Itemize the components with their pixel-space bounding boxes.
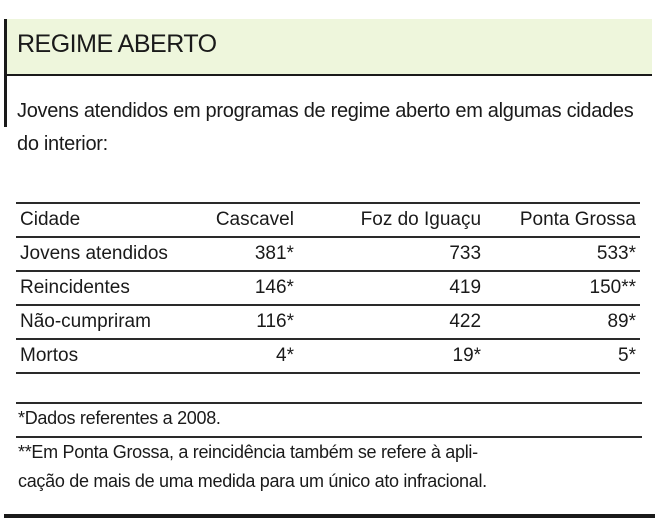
cell: 146* [191, 270, 298, 305]
table-header-row: Cidade Cascavel Foz do Iguaçu Ponta Gros… [16, 202, 640, 237]
intro-text: Jovens atendidos em programas de regime … [17, 100, 634, 155]
title-divider [7, 74, 652, 76]
cell: 4* [191, 338, 298, 374]
column-header: Cascavel [191, 202, 298, 237]
footnote-2-line-1: **Em Ponta Grossa, a reincidência também… [18, 442, 478, 462]
footnote-2-line-2: cação de mais de uma medida para um únic… [18, 471, 487, 491]
cell: 422 [297, 304, 486, 339]
footnote-2: **Em Ponta Grossa, a reincidência também… [16, 436, 642, 496]
column-header: Ponta Grossa [485, 202, 640, 237]
row-label: Reincidentes [16, 270, 192, 305]
bottom-divider [4, 514, 655, 518]
cell: 116* [191, 304, 298, 339]
cell: 150** [485, 270, 640, 305]
cell: 5* [485, 338, 640, 374]
table-row: Reincidentes 146* 419 150** [16, 270, 640, 305]
cell: 533* [485, 236, 640, 271]
cell: 733 [297, 236, 486, 271]
left-accent-bar [4, 19, 7, 127]
row-label: Mortos [16, 338, 192, 374]
row-label: Não-cumpriram [16, 304, 192, 339]
cell: 89* [485, 304, 640, 339]
cell: 19* [297, 338, 486, 374]
title-band [7, 19, 652, 74]
column-header: Foz do Iguaçu [297, 202, 486, 237]
cell: 381* [191, 236, 298, 271]
footnote-1: *Dados referentes a 2008. [16, 402, 642, 433]
table-row: Jovens atendidos 381* 733 533* [16, 236, 640, 271]
cell: 419 [297, 270, 486, 305]
page-title: REGIME ABERTO [17, 30, 217, 58]
row-label: Jovens atendidos [16, 236, 192, 271]
table-row: Mortos 4* 19* 5* [16, 338, 640, 374]
data-table: Cidade Cascavel Foz do Iguaçu Ponta Gros… [16, 202, 640, 374]
column-header: Cidade [16, 202, 192, 237]
table-row: Não-cumpriram 116* 422 89* [16, 304, 640, 339]
